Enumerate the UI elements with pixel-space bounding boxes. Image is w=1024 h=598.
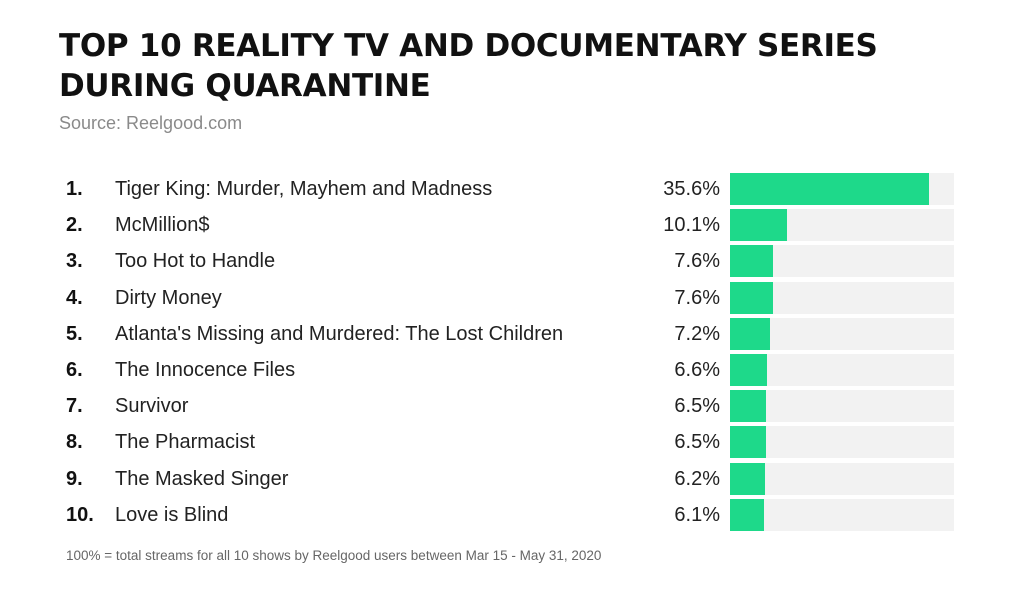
rank-label: 5. bbox=[66, 322, 83, 345]
chart-footnote: 100% = total streams for all 10 shows by… bbox=[66, 548, 602, 563]
category-label: The Innocence Files bbox=[115, 359, 296, 381]
rank-label: 3. bbox=[66, 250, 83, 273]
rank-label: 10. bbox=[66, 503, 94, 526]
value-label: 6.5% bbox=[674, 431, 720, 454]
bar-track bbox=[730, 462, 954, 495]
bar-track bbox=[730, 354, 954, 386]
category-label: Too Hot to Handle bbox=[115, 250, 276, 273]
category-label: The Pharmacist bbox=[115, 431, 256, 454]
value-label: 7.6% bbox=[674, 286, 720, 309]
value-label: 6.5% bbox=[674, 395, 720, 418]
rank-label: 4. bbox=[66, 286, 83, 309]
category-label: Atlanta's Missing and Murdered: The Lost… bbox=[115, 322, 564, 345]
category-label: Love is Blind bbox=[115, 503, 229, 526]
value-label: 7.2% bbox=[674, 322, 720, 345]
bar-row: 2. McMillion$ 10.1% bbox=[0, 207, 1024, 243]
chart-title-line-2: DURING QUARANTINE bbox=[59, 68, 431, 104]
value-label: 6.1% bbox=[674, 503, 720, 526]
bar bbox=[730, 498, 765, 531]
value-label: 35.6% bbox=[663, 178, 720, 200]
rank-label: 9. bbox=[66, 467, 83, 490]
rank-label: 6. bbox=[66, 359, 83, 381]
bar-track bbox=[730, 173, 954, 205]
bar-track bbox=[730, 390, 954, 423]
value-label: 6.6% bbox=[674, 359, 720, 381]
bar bbox=[730, 390, 767, 423]
bar bbox=[730, 245, 773, 278]
bar-row: 9. The Masked Singer 6.2% bbox=[0, 461, 1024, 497]
bar-track bbox=[730, 209, 954, 242]
bar-track bbox=[730, 317, 954, 350]
value-label: 7.6% bbox=[674, 250, 720, 273]
bar bbox=[730, 209, 787, 242]
bar bbox=[730, 354, 767, 386]
bar-row: 6. The Innocence Files 6.6% bbox=[0, 352, 1024, 388]
bar bbox=[730, 462, 765, 495]
bar-row: 7. Survivor 6.5% bbox=[0, 388, 1024, 424]
bar-track bbox=[730, 498, 954, 531]
category-label: McMillion$ bbox=[115, 214, 210, 237]
bar bbox=[730, 281, 773, 314]
bar-track bbox=[730, 245, 954, 278]
chart-source: Source: Reelgood.com bbox=[59, 113, 243, 133]
bar bbox=[730, 173, 930, 205]
bar bbox=[730, 317, 771, 350]
rank-label: 1. bbox=[66, 178, 83, 200]
category-label: Survivor bbox=[115, 395, 189, 418]
bar bbox=[730, 426, 767, 459]
bar-row: 3. Too Hot to Handle 7.6% bbox=[0, 243, 1024, 279]
category-label: The Masked Singer bbox=[115, 467, 289, 490]
bar-row: 10. Love is Blind 6.1% bbox=[0, 497, 1024, 533]
bar-row: 1. Tiger King: Murder, Mayhem and Madness… bbox=[0, 171, 1024, 207]
bar-track bbox=[730, 281, 954, 314]
rank-label: 7. bbox=[66, 395, 83, 418]
rank-label: 8. bbox=[66, 431, 83, 454]
bar-row: 8. The Pharmacist 6.5% bbox=[0, 424, 1024, 460]
value-label: 10.1% bbox=[663, 214, 720, 237]
rank-label: 2. bbox=[66, 214, 83, 237]
value-label: 6.2% bbox=[674, 467, 720, 490]
category-label: Dirty Money bbox=[115, 286, 222, 309]
category-label: Tiger King: Murder, Mayhem and Madness bbox=[115, 178, 493, 200]
bar-track bbox=[730, 426, 954, 459]
bar-row: 5. Atlanta's Missing and Murdered: The Lo… bbox=[0, 316, 1024, 352]
bar-row: 4. Dirty Money 7.6% bbox=[0, 280, 1024, 316]
chart-title-line-1: TOP 10 REALITY TV AND DOCUMENTARY SERIES bbox=[59, 28, 878, 64]
chart-title: TOP 10 REALITY TV AND DOCUMENTARY SERIES… bbox=[59, 26, 959, 106]
